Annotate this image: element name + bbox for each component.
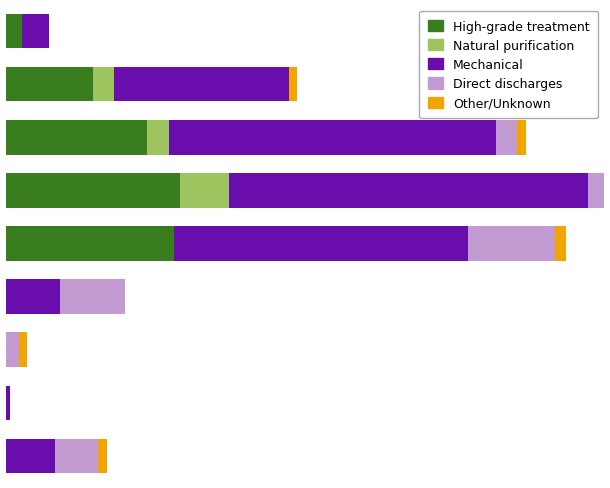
- Bar: [5, 68, 93, 102]
- Bar: [556, 227, 566, 261]
- Bar: [54, 439, 98, 473]
- Bar: [147, 121, 169, 155]
- Bar: [174, 227, 468, 261]
- Bar: [19, 333, 27, 367]
- Bar: [588, 174, 610, 208]
- Bar: [5, 386, 10, 420]
- Bar: [495, 121, 517, 155]
- Bar: [180, 174, 229, 208]
- Bar: [5, 121, 147, 155]
- Bar: [5, 439, 54, 473]
- Bar: [22, 15, 49, 49]
- Bar: [5, 280, 60, 314]
- Bar: [229, 174, 588, 208]
- Bar: [60, 280, 125, 314]
- Bar: [5, 15, 22, 49]
- Bar: [468, 227, 556, 261]
- Bar: [93, 68, 115, 102]
- Bar: [5, 333, 19, 367]
- Legend: High-grade treatment, Natural purification, Mechanical, Direct discharges, Other: High-grade treatment, Natural purificati…: [419, 12, 598, 119]
- Bar: [169, 121, 495, 155]
- Bar: [5, 227, 174, 261]
- Bar: [289, 68, 298, 102]
- Bar: [517, 121, 526, 155]
- Bar: [5, 174, 180, 208]
- Bar: [115, 68, 289, 102]
- Bar: [98, 439, 107, 473]
